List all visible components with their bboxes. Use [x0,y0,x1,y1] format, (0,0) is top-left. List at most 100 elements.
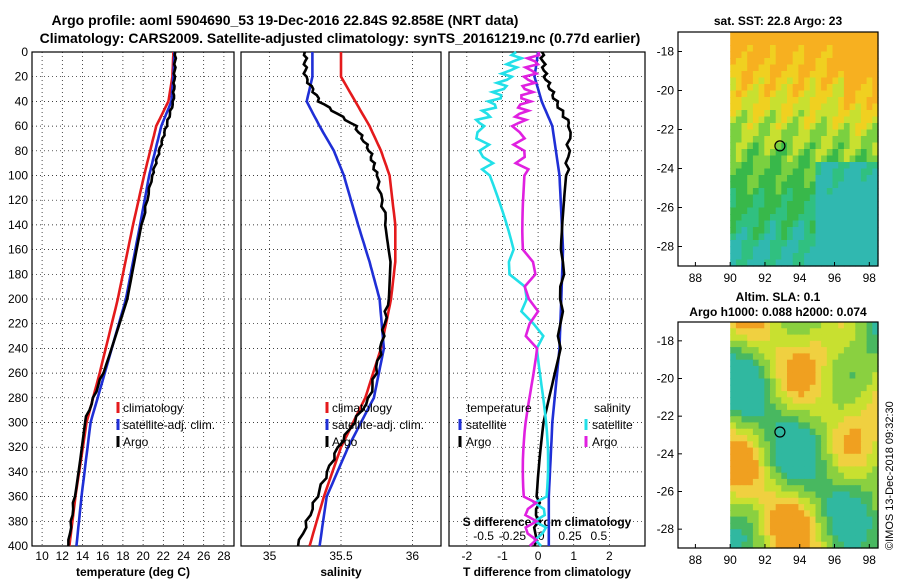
map-cell [792,466,799,474]
map-cell [855,334,862,342]
map-cell [787,322,794,329]
map-cell [730,409,737,417]
map-cell [838,188,845,196]
map-cell [752,478,760,486]
map-cell [775,32,782,40]
map-cell [804,220,811,228]
map-cell [860,84,868,92]
map-cell [838,220,845,228]
map-cell [730,353,737,361]
map-cell [752,359,760,367]
map-cell [758,246,765,254]
map-cell [860,397,868,405]
map-cell [764,103,771,111]
map-cell [815,460,822,467]
map-cell [832,472,839,480]
map-cell [792,116,799,124]
map-cell [781,384,788,392]
map-cell [872,51,879,59]
map-cell [832,397,839,405]
map-cell [792,328,799,336]
map-cell [735,422,743,430]
map-cell [832,447,839,455]
map-cell [741,90,748,98]
map-cell [866,227,873,235]
map-cell [730,347,737,354]
map-cell [798,201,805,209]
map-cell [752,322,760,329]
map-cell [781,472,788,480]
map-cell [747,64,754,72]
map-cell [838,328,845,336]
map-cell [787,365,794,373]
map-cell [770,45,777,53]
map-cell [843,541,851,549]
map-cell [826,214,834,222]
map-cell [832,384,839,392]
map-cell [815,516,822,524]
map-cell [792,516,799,524]
map-cell [775,472,782,480]
map-cell [781,409,788,417]
map-cell [815,246,822,254]
map-cell [764,435,771,442]
map-cell [860,129,868,137]
map-cell [792,162,799,170]
map-cell [860,472,868,480]
map-cell [781,71,788,79]
map-cell [730,64,737,72]
map-cell [798,340,805,348]
map-cell [866,472,873,480]
map-cell [798,90,805,98]
map-cell [809,510,817,518]
map-cell [730,447,737,455]
map-cell [826,409,834,417]
map-cell [804,334,811,342]
map-cell [758,207,765,215]
map-cell [781,155,788,163]
map-cell [855,391,862,398]
map-cell [809,491,817,499]
map-cell [849,103,856,111]
map-cell [843,403,851,411]
map-cell [792,397,799,405]
map-cell [752,214,760,222]
map-cell [821,384,828,392]
map-cell [730,116,737,124]
map-cell [758,71,765,79]
map-cell [821,522,828,530]
map-x-tick-label: 94 [793,553,807,567]
map-cell [832,372,839,380]
map-cell [747,175,754,183]
map-cell [838,541,845,549]
map-cell [787,51,794,59]
map-cell [735,175,743,183]
map-cell [770,162,777,170]
map-cell [770,422,777,430]
map-cell [741,359,748,367]
map-cell [838,428,845,436]
map-cell [758,51,765,59]
map-cell [798,38,805,46]
map-cell [815,103,822,111]
map-cell [872,90,879,98]
map-cell [860,485,868,493]
sst-map-title: sat. SST: 22.8 Argo: 23 [714,14,843,28]
map-y-tick-label: -24 [657,162,675,176]
map-cell [781,460,788,467]
map-cell [792,227,799,235]
map-cell [832,529,839,537]
map-cell [730,460,737,467]
map-cell [832,129,839,137]
map-cell [860,384,868,392]
map-cell [849,510,856,518]
map-cell [838,201,845,209]
map-cell [849,409,856,417]
map-cell [741,516,748,524]
map-cell [758,409,765,417]
map-cell [815,447,822,455]
map-cell [855,403,862,411]
map-cell [838,510,845,518]
map-cell [832,123,839,131]
map-cell [860,365,868,373]
